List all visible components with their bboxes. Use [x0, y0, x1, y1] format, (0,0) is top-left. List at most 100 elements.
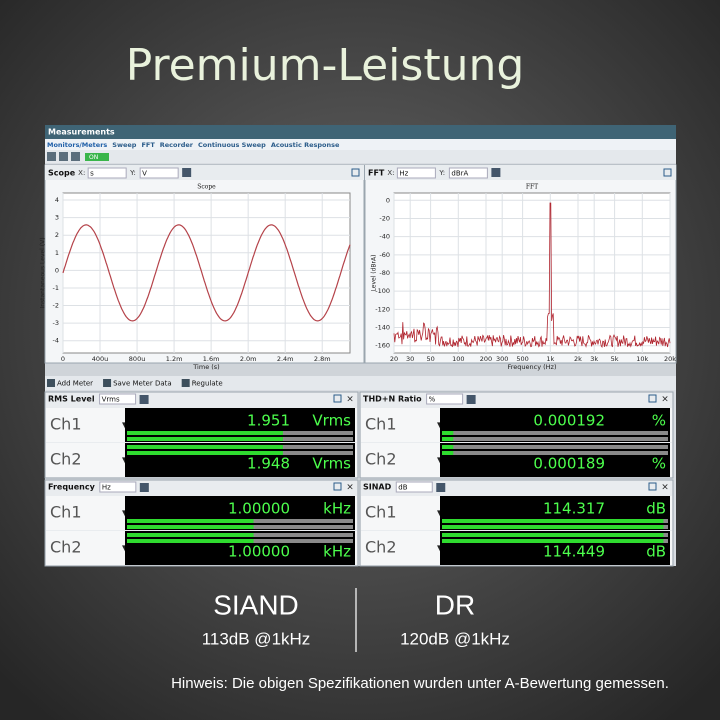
popout-icon[interactable]	[333, 394, 342, 403]
x-tick-label: 20	[390, 355, 398, 363]
panel-title: FFT	[368, 169, 385, 178]
close-icon[interactable]: ×	[661, 483, 669, 493]
settings-icon[interactable]	[436, 483, 446, 492]
tool-icon[interactable]	[47, 152, 56, 161]
toolbar-button[interactable]: Save Meter Data	[113, 380, 172, 388]
popout-icon[interactable]	[663, 168, 672, 177]
channel-label: Ch1	[365, 415, 397, 434]
x-tick-label: 50	[426, 355, 434, 363]
display	[125, 496, 355, 530]
popout-icon[interactable]	[648, 394, 657, 403]
y-selector-value: V	[142, 170, 147, 178]
window-title: Measurements	[48, 128, 115, 137]
level-bar-track	[442, 445, 668, 449]
reading-unit: kHz	[323, 500, 351, 518]
popout-icon[interactable]	[648, 482, 657, 491]
channel-label: Ch1	[50, 415, 82, 434]
tab[interactable]: Monitors/Meters	[47, 141, 107, 149]
toggle[interactable]	[85, 153, 109, 161]
x-tick-label: 100	[452, 355, 464, 363]
spec-label: SIAND	[213, 589, 299, 620]
meter-title: THD+N Ratio	[363, 395, 422, 404]
level-bar	[442, 539, 664, 543]
y-selector[interactable]	[139, 167, 179, 179]
y-selector-label: Y:	[438, 169, 445, 177]
x-tick-label: 500	[516, 355, 528, 363]
level-bar	[442, 525, 664, 529]
toggle-label: ON	[89, 154, 98, 161]
tool-icon[interactable]	[59, 152, 68, 161]
y-tick-label: -60	[379, 251, 390, 259]
reading-unit: %	[652, 455, 666, 473]
reading-value: 0.000189	[533, 455, 605, 473]
spec-value: 120dB @1kHz	[400, 629, 510, 648]
reading-value: 0.000192	[533, 412, 605, 430]
meter-title: SINAD	[363, 483, 392, 492]
tool-icon[interactable]	[71, 152, 80, 161]
meter-title: RMS Level	[48, 395, 95, 404]
page-title: Premium-Leistung	[126, 40, 525, 91]
tab[interactable]: FFT	[141, 141, 155, 149]
level-bar	[127, 539, 254, 543]
unit-selector-value: Vrms	[102, 396, 120, 404]
toolbar-icon[interactable]	[47, 379, 55, 387]
unit-selector[interactable]	[99, 481, 137, 493]
y-tick-label: -4	[53, 337, 59, 345]
tab[interactable]: Sweep	[112, 141, 137, 149]
settings-icon[interactable]	[139, 483, 149, 492]
spectrum	[393, 202, 671, 349]
reading-unit: dB	[646, 500, 666, 518]
x-selector[interactable]	[87, 167, 127, 179]
level-bar	[442, 533, 664, 537]
x-tick-label: 20k	[664, 355, 676, 363]
close-icon[interactable]: ×	[346, 483, 354, 493]
unit-selector-value: %	[429, 396, 436, 404]
toolbar-icon[interactable]	[103, 379, 112, 387]
x-selector-label: X:	[78, 169, 85, 177]
display	[440, 496, 670, 530]
x-tick-label: 30	[406, 355, 414, 363]
close-icon[interactable]: ×	[346, 395, 354, 405]
reading-unit: kHz	[323, 543, 351, 561]
x-axis-label: Frequency (Hz)	[507, 363, 556, 371]
spec-value: 113dB @1kHz	[202, 629, 311, 648]
unit-selector[interactable]	[426, 393, 464, 405]
level-bar-track	[442, 437, 668, 441]
level-bar	[127, 437, 283, 441]
level-bar	[127, 451, 283, 455]
x-tick-label: 2.4m	[277, 355, 294, 363]
tab[interactable]: Continuous Sweep	[198, 141, 266, 149]
popout-icon[interactable]	[351, 168, 360, 177]
toolbar-icon[interactable]	[181, 379, 190, 387]
channel-label: Ch2	[365, 538, 397, 557]
x-axis-label: Time (s)	[192, 363, 219, 371]
y-tick-label: -1	[53, 284, 59, 292]
level-bar-track	[442, 451, 668, 455]
toolbar	[45, 150, 676, 163]
level-bar	[442, 431, 454, 435]
x-selector[interactable]	[396, 167, 436, 179]
toolbar-button[interactable]: Regulate	[192, 380, 223, 388]
y-axis-label: Instantaneous Level (V)	[40, 237, 47, 308]
level-bar	[442, 451, 454, 455]
level-bar-track	[442, 431, 668, 435]
y-selector[interactable]	[448, 167, 488, 179]
unit-selector[interactable]	[99, 393, 137, 405]
waveform	[62, 224, 351, 322]
settings-icon[interactable]	[491, 168, 501, 177]
x-tick-label: 800u	[129, 355, 146, 363]
toolbar-button[interactable]: Add Meter	[57, 380, 93, 388]
y-tick-label: -160	[375, 342, 390, 350]
tab[interactable]: Recorder	[160, 141, 194, 149]
unit-selector[interactable]	[395, 481, 433, 493]
x-tick-label: 1.6m	[203, 355, 220, 363]
settings-icon[interactable]	[139, 395, 149, 404]
settings-icon[interactable]	[466, 395, 476, 404]
level-bar	[127, 525, 254, 529]
y-tick-label: 4	[55, 196, 59, 204]
close-icon[interactable]: ×	[661, 395, 669, 405]
settings-icon[interactable]	[182, 168, 192, 177]
tab[interactable]: Acoustic Response	[271, 141, 340, 149]
y-tick-label: -40	[379, 233, 390, 241]
popout-icon[interactable]	[333, 482, 342, 491]
